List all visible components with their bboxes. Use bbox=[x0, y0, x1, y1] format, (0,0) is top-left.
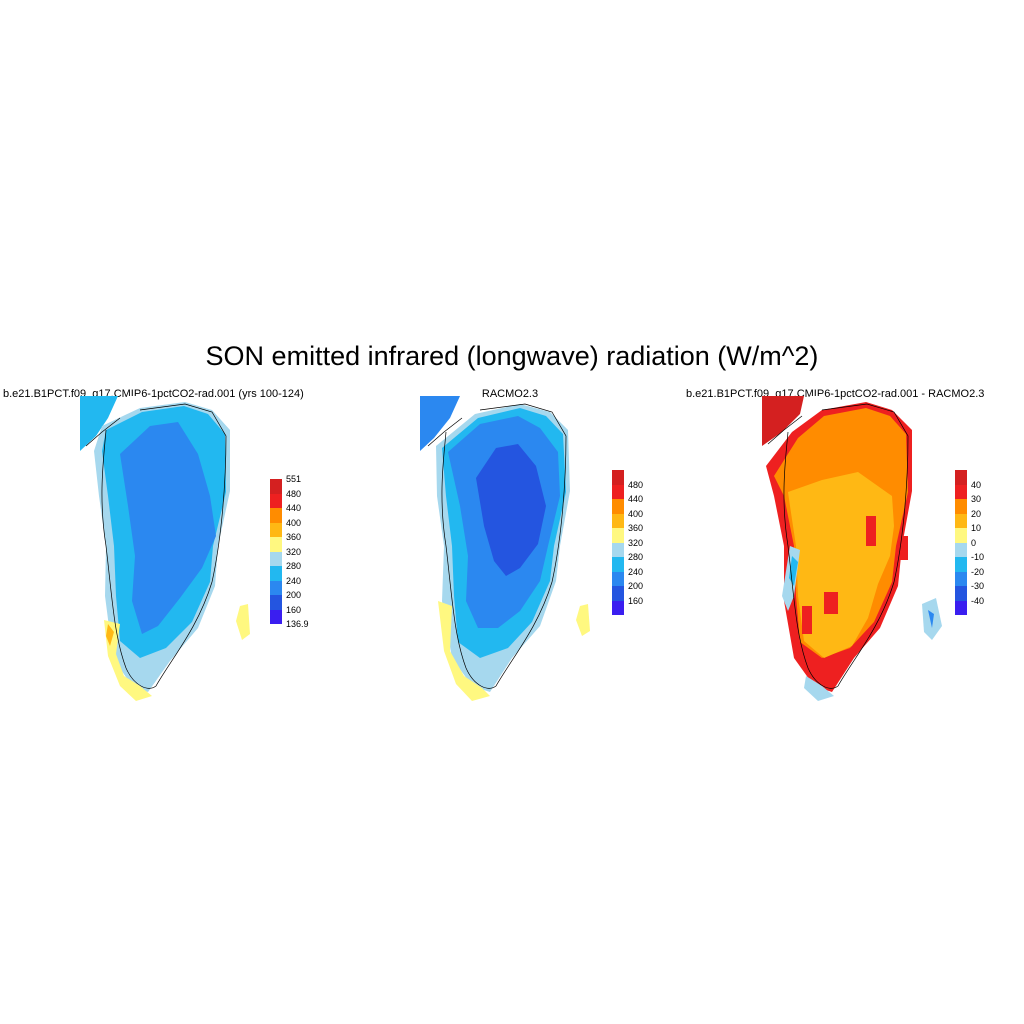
colorbar-label: 200 bbox=[286, 590, 302, 600]
colorbar-box bbox=[270, 595, 282, 610]
colorbar-box bbox=[955, 470, 967, 485]
colorbar-label: 40 bbox=[971, 479, 982, 490]
colorbar-box bbox=[955, 600, 967, 615]
colorbar-box bbox=[612, 571, 624, 586]
colorbar-box bbox=[955, 557, 967, 572]
colorbar-box bbox=[955, 484, 967, 499]
colorbar-box bbox=[270, 537, 282, 552]
colorbar-label: 20 bbox=[971, 508, 982, 519]
colorbar-label: 440 bbox=[286, 503, 302, 513]
colorbar-label: 400 bbox=[286, 517, 302, 528]
colorbar-label: 480 bbox=[286, 488, 302, 499]
colorbar-box bbox=[955, 528, 967, 543]
map-racmo bbox=[420, 396, 590, 701]
colorbar-box bbox=[270, 580, 282, 595]
figure-title: SON emitted infrared (longwave) radiatio… bbox=[205, 341, 819, 371]
colorbar-label: 240 bbox=[628, 566, 644, 577]
colorbar-box bbox=[955, 542, 967, 557]
colorbar-label: 30 bbox=[971, 494, 982, 504]
colorbar-box bbox=[270, 566, 282, 581]
colorbar-box bbox=[955, 513, 967, 528]
colorbar-box bbox=[612, 557, 624, 572]
colorbar-box bbox=[270, 609, 282, 624]
colorbar-label: 240 bbox=[286, 575, 302, 586]
colorbar-box bbox=[612, 499, 624, 514]
colorbar-box bbox=[612, 528, 624, 543]
colorbar-label: 320 bbox=[628, 537, 644, 548]
colorbar-label: -10 bbox=[971, 552, 985, 562]
colorbar-box bbox=[612, 513, 624, 528]
colorbar-box bbox=[612, 484, 624, 499]
colorbar-label: -40 bbox=[971, 595, 985, 606]
colorbar-label: 10 bbox=[971, 523, 982, 533]
colorbar-box bbox=[270, 551, 282, 566]
colorbar-box bbox=[612, 586, 624, 601]
panel-title-difference: b.e21.B1PCT.f09_g17.CMIP6-1pctCO2-rad.00… bbox=[686, 388, 985, 400]
map-model bbox=[80, 396, 250, 701]
colorbar-label: 160 bbox=[628, 595, 644, 606]
colorbar-label: 360 bbox=[628, 523, 644, 533]
colorbar-label: 320 bbox=[286, 546, 302, 557]
colorbar-box bbox=[955, 571, 967, 586]
panel-title-model: b.e21.B1PCT.f09_g17.CMIP6-1pctCO2-rad.00… bbox=[3, 388, 304, 400]
colorbar-label: 440 bbox=[628, 494, 644, 504]
colorbar-box bbox=[955, 499, 967, 514]
colorbar-box bbox=[270, 479, 282, 494]
map-difference bbox=[762, 396, 942, 701]
colorbar-label: 136.9 bbox=[286, 619, 309, 629]
colorbar-label: 480 bbox=[628, 479, 644, 490]
colorbar-label: 200 bbox=[628, 581, 644, 591]
colorbar-box bbox=[270, 522, 282, 537]
colorbar-box bbox=[612, 542, 624, 557]
colorbar-box bbox=[270, 493, 282, 508]
colorbar-label: -30 bbox=[971, 581, 985, 591]
colorbar-label: -20 bbox=[971, 566, 985, 577]
colorbar-label: 360 bbox=[286, 532, 302, 542]
panel-title-racmo: RACMO2.3 bbox=[481, 388, 539, 400]
colorbar-label: 160 bbox=[286, 604, 302, 615]
colorbar-box bbox=[612, 600, 624, 615]
colorbar-label: 280 bbox=[628, 552, 644, 562]
colorbar-box bbox=[955, 586, 967, 601]
colorbar-label: 0 bbox=[971, 537, 977, 548]
colorbar-label: 400 bbox=[628, 508, 644, 519]
colorbar-label: 280 bbox=[286, 561, 302, 571]
colorbar-label: 551 bbox=[286, 474, 302, 484]
colorbar-box bbox=[270, 508, 282, 523]
colorbar-box bbox=[612, 470, 624, 485]
